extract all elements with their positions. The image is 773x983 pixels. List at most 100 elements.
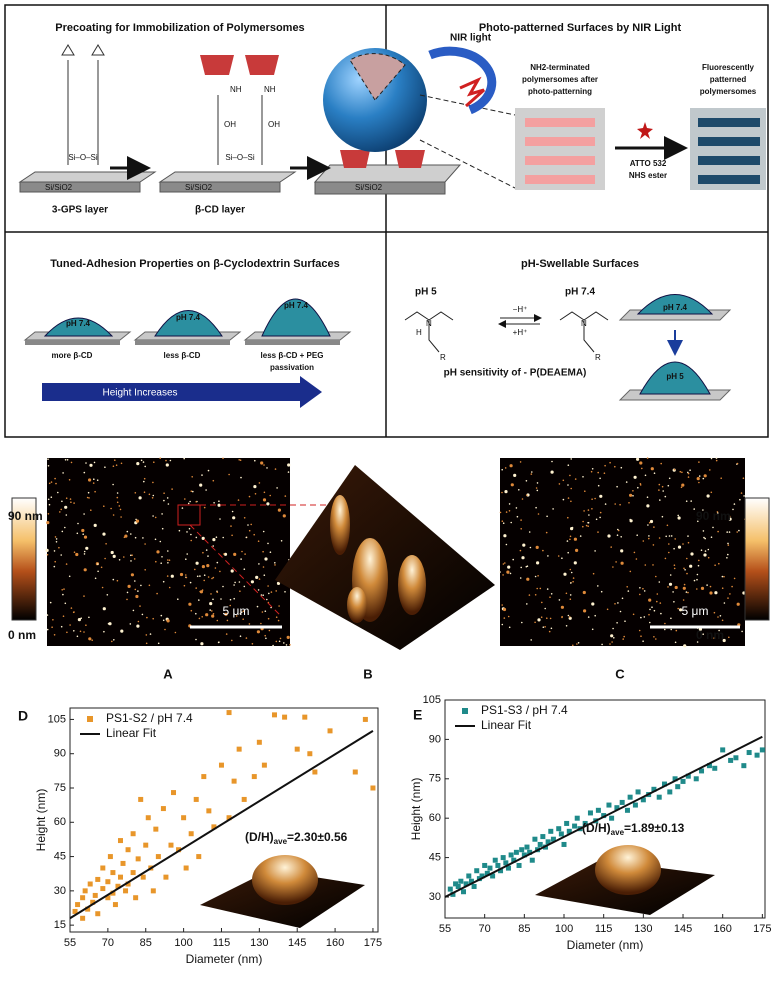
afm-particle: [283, 642, 285, 644]
afm-particle: [690, 500, 692, 502]
afm-particle: [653, 609, 656, 612]
afm-particle: [721, 587, 724, 589]
afm-particle: [134, 588, 137, 591]
panel-title: pH-Swellable Surfaces: [521, 258, 639, 270]
data-point: [100, 886, 106, 892]
afm-particle: [534, 575, 537, 578]
afm-particle: [233, 597, 235, 600]
afm-particle: [47, 498, 50, 501]
label: R: [595, 353, 601, 362]
afm-particle: [160, 562, 162, 564]
afm-particle: [169, 459, 172, 462]
data-point: [95, 911, 101, 917]
data-point: [236, 746, 242, 752]
afm-particle: [226, 619, 229, 622]
afm-particle: [621, 597, 624, 600]
afm-particle: [258, 563, 260, 565]
afm-particle: [70, 501, 72, 504]
zoom-box: [177, 504, 201, 526]
x-tick-label: 115: [595, 923, 613, 935]
afm-particle: [244, 553, 246, 555]
afm-particle: [639, 593, 641, 596]
afm-particle: [662, 490, 664, 492]
afm-particle: [629, 518, 631, 521]
y-tick-label: 60: [54, 816, 66, 828]
afm-particle: [174, 631, 177, 634]
afm-particle: [89, 463, 93, 467]
afm-particle: [640, 616, 642, 619]
afm-particle: [660, 612, 662, 615]
data-point: [90, 899, 96, 905]
afm-particle: [83, 535, 88, 539]
afm-particle: [53, 565, 56, 568]
afm-particle: [668, 477, 671, 480]
afm-particle: [682, 586, 686, 590]
x-tick-label: 130: [250, 937, 268, 949]
afm-particle: [513, 473, 517, 477]
afm-particle: [540, 616, 543, 618]
afm-particle: [502, 607, 507, 612]
data-point: [150, 888, 156, 894]
afm-particle: [643, 590, 646, 592]
afm-particle: [567, 497, 570, 499]
afm-particle: [211, 577, 213, 580]
afm-particle: [507, 565, 511, 569]
afm-particle: [646, 504, 650, 508]
afm-particle: [287, 463, 291, 467]
inset: [200, 845, 715, 928]
afm-particle: [223, 552, 228, 556]
afm-particle: [185, 574, 187, 576]
afm-particle: [534, 621, 536, 624]
afm-particle: [270, 591, 273, 593]
afm-particle: [679, 608, 683, 612]
afm-particle: [706, 584, 708, 586]
afm-particle: [275, 640, 278, 643]
afm-particle: [512, 558, 514, 561]
afm-particle: [728, 517, 732, 521]
afm-particle: [234, 581, 236, 584]
colorbar: [744, 497, 770, 621]
panel-title: Photo-patterned Surfaces by NIR Light: [479, 22, 682, 34]
afm-particle: [262, 498, 267, 502]
afm-particle: [170, 574, 174, 578]
afm-particle: [165, 463, 169, 467]
afm-particle: [519, 577, 522, 579]
afm-particle: [262, 566, 265, 568]
afm-particle: [574, 478, 577, 480]
data-point: [558, 831, 564, 837]
afm-particle: [289, 644, 291, 646]
afm-particle: [551, 460, 553, 463]
afm-particle: [544, 607, 546, 610]
afm-particle: [704, 537, 706, 540]
afm-particle: [152, 515, 154, 517]
data-point: [453, 881, 459, 887]
afm-particle: [687, 476, 690, 478]
label: NH: [230, 85, 242, 94]
afm-particle: [73, 630, 75, 632]
afm-particle: [192, 490, 194, 493]
annotation-text: (D/H): [582, 821, 611, 835]
x-tick-label: 145: [288, 937, 306, 949]
afm-particle: [47, 458, 49, 461]
annotation-sub: ave: [274, 837, 288, 846]
afm-particle: [250, 523, 252, 526]
afm-particle: [709, 585, 712, 588]
afm-particle: [610, 546, 612, 548]
data-point: [188, 831, 194, 837]
afm-particle: [100, 566, 103, 569]
afm-particle: [151, 497, 154, 499]
label: N: [426, 319, 432, 328]
afm-particle: [501, 491, 503, 494]
data-point: [564, 820, 570, 826]
afm-particle: [66, 631, 68, 634]
afm-particle: [705, 553, 707, 556]
x-tick-label: 175: [753, 923, 771, 935]
afm-particle: [199, 590, 203, 594]
afm-particle: [264, 634, 267, 637]
label: pH 7.4: [663, 303, 688, 312]
afm-particle: [156, 592, 158, 595]
afm-particle: [190, 609, 193, 612]
afm-particle: [686, 572, 688, 575]
afm-particle: [521, 556, 525, 560]
afm-particle: [595, 518, 598, 521]
